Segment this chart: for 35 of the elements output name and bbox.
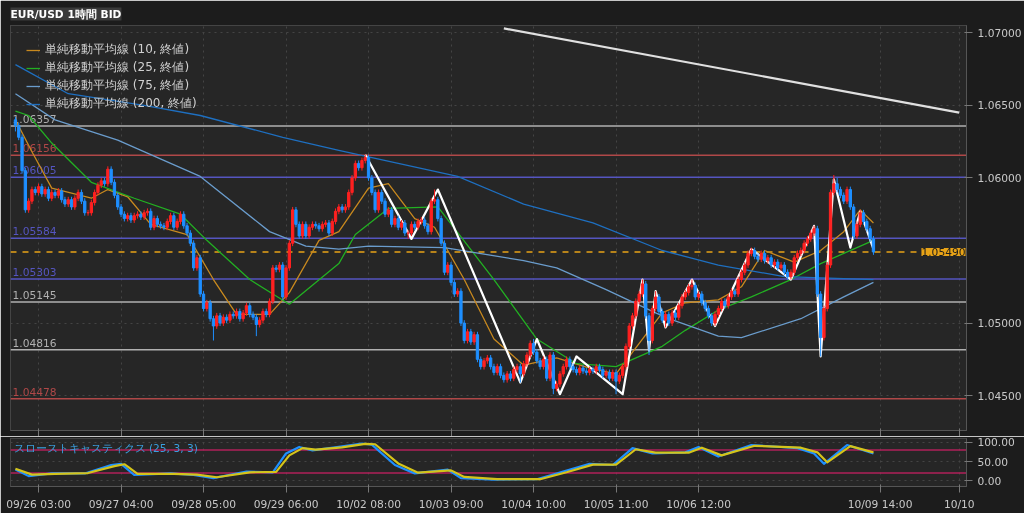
x-tick-label: 10/02 08:00: [336, 497, 402, 511]
x-tick-label: 09/29 06:00: [253, 497, 319, 511]
ref-line-label: 1.04816: [12, 336, 57, 350]
ref-line-label: 1.05303: [12, 266, 57, 280]
line-series: [14, 93, 875, 339]
legend-label: 単純移動平均線 (25, 終値): [45, 59, 190, 76]
x-tick-label: 09/27 04:00: [88, 497, 154, 511]
x-tick-label: 10/09 14:00: [847, 497, 913, 511]
y-tick-label: 50.00: [977, 455, 1009, 469]
candlestick: [254, 313, 258, 337]
chart-title: EUR/USD 1時間 BID: [10, 7, 122, 21]
x-tick-label: 10/10: [943, 497, 975, 511]
line-series: [364, 153, 875, 396]
y-tick-label: 100.00: [977, 436, 1016, 450]
y-tick-label: 1.06000: [977, 171, 1022, 185]
y-tick-label: 1.06500: [977, 99, 1022, 113]
candlestick: [792, 254, 796, 276]
x-tick-label: 10/04 10:00: [501, 497, 567, 511]
y-tick-label: 1.07000: [977, 26, 1022, 40]
legend-label: 単純移動平均線 (10, 終値): [45, 41, 190, 58]
ref-line-label: 1.05490: [921, 245, 966, 259]
ref-line-label: 1.05584: [12, 225, 57, 239]
x-tick-label: 09/28 05:00: [171, 497, 237, 511]
ref-line-label: 1.04478: [12, 385, 57, 399]
y-tick-label: 1.05000: [977, 317, 1022, 331]
y-tick-label: 1.04500: [977, 389, 1022, 403]
y-tick-label: 0.00: [977, 474, 1002, 488]
chart-title: スローストキャスティクス (25, 3, 3): [13, 441, 198, 455]
candlestick: [545, 355, 549, 382]
x-tick-label: 10/06 12:00: [666, 497, 732, 511]
ref-line-label: 1.05145: [12, 289, 57, 303]
candlestick: [274, 264, 278, 273]
x-tick-label: 10/05 11:00: [583, 497, 649, 511]
x-tick-label: 09/26 03:00: [6, 497, 72, 511]
x-tick-label: 10/03 09:00: [418, 497, 484, 511]
